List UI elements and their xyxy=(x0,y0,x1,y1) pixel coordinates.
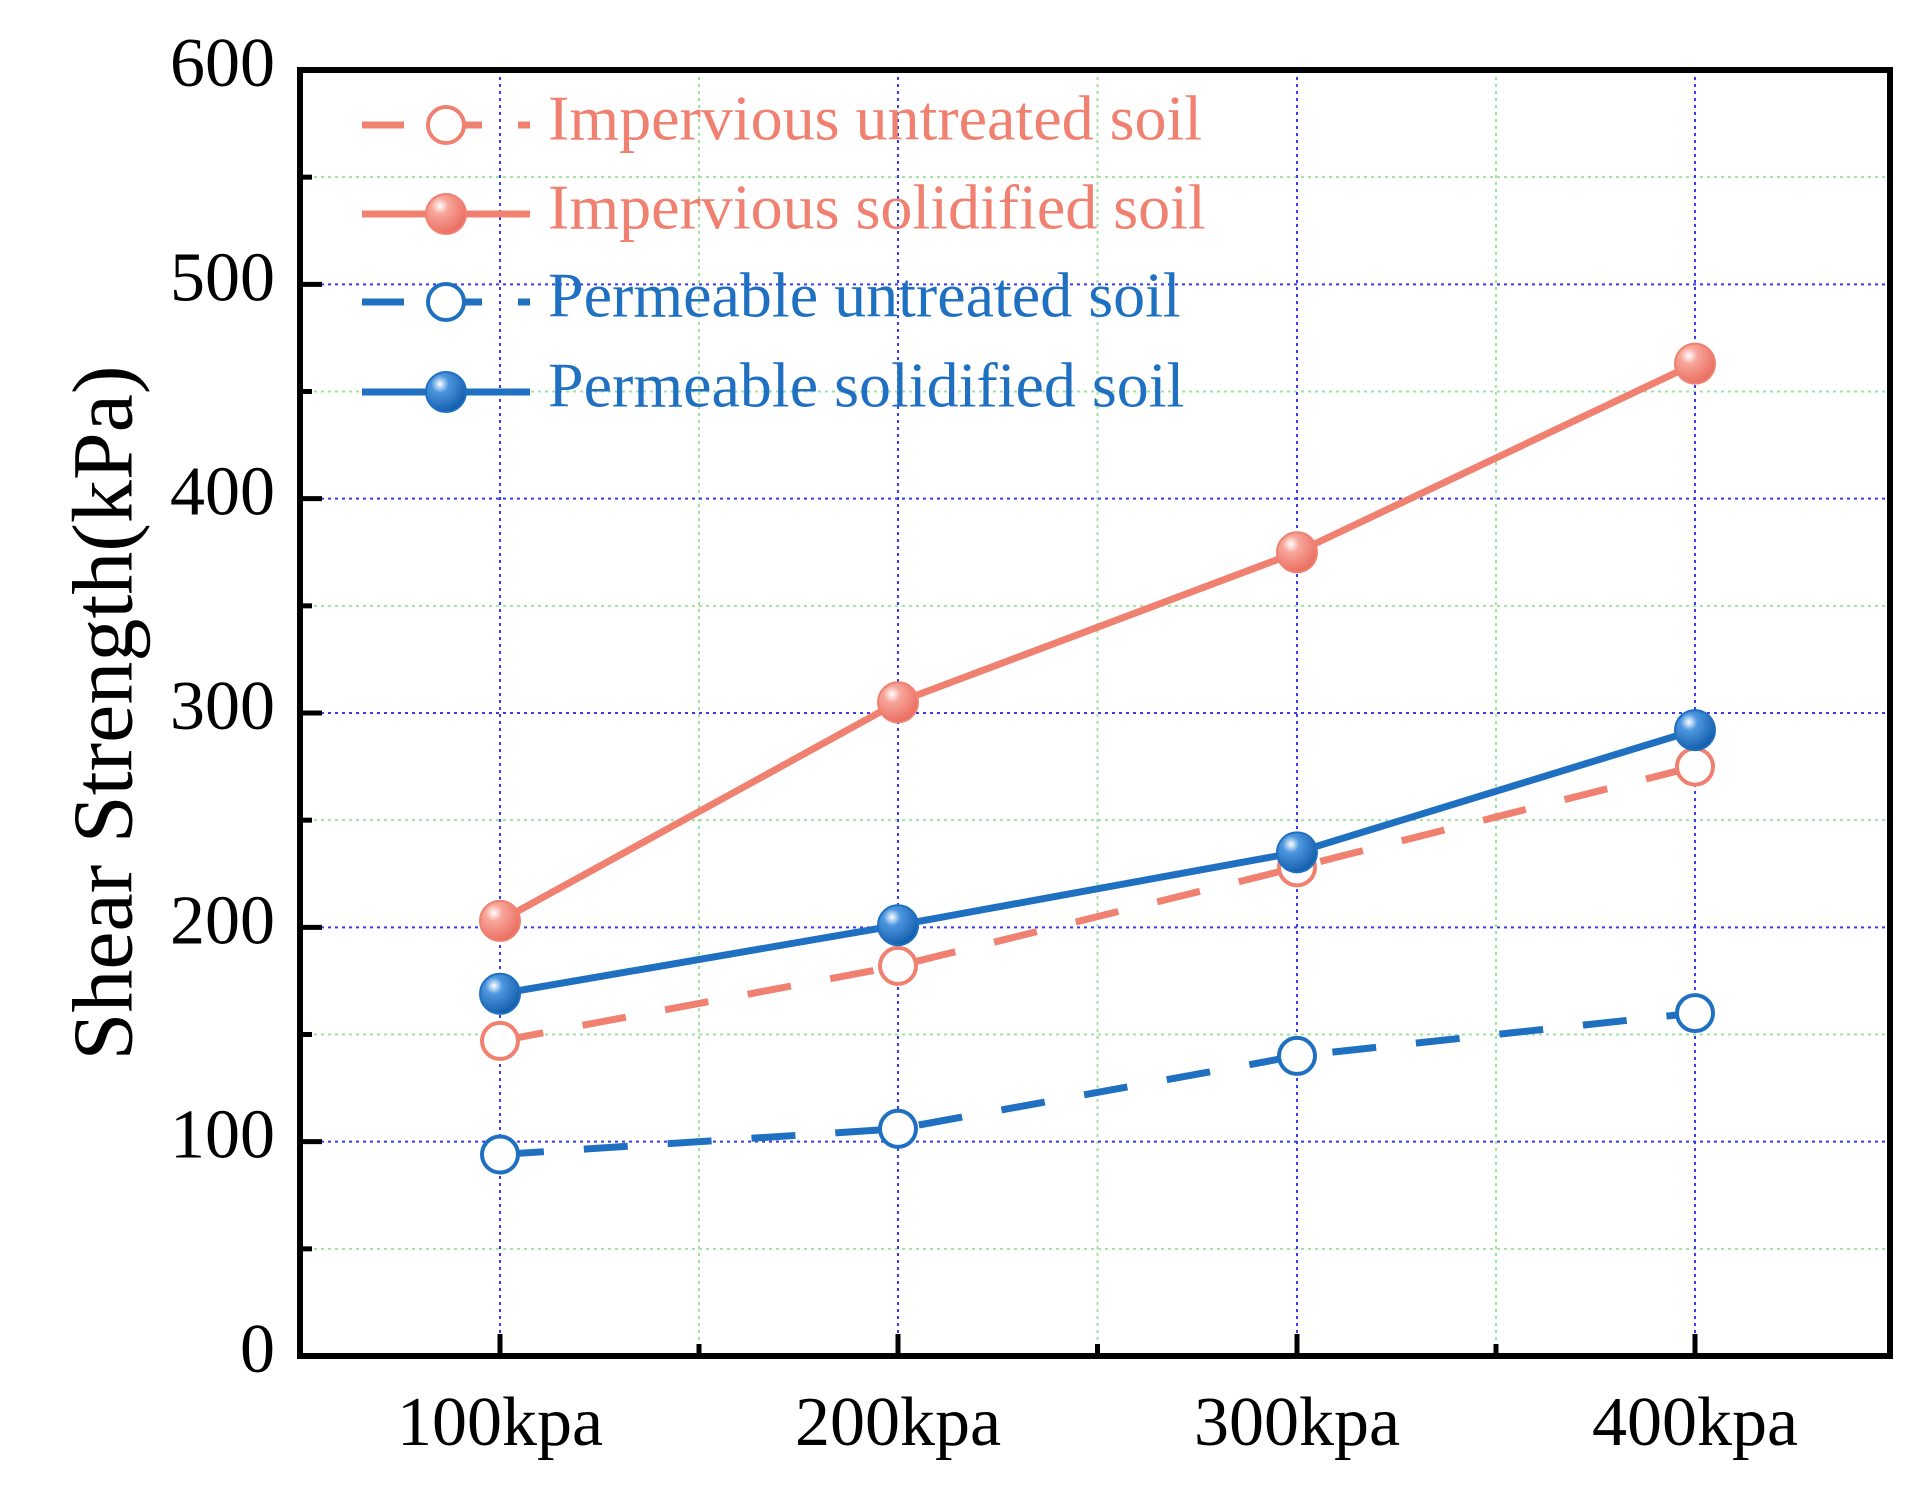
x-tick-label: 100kpa xyxy=(397,1384,603,1461)
data-point xyxy=(1675,993,1715,1034)
legend-marker-1 xyxy=(425,193,467,235)
data-point xyxy=(1674,709,1716,752)
data-point xyxy=(877,904,919,947)
data-point xyxy=(878,945,918,986)
legend-label-0: Impervious untreated soil xyxy=(548,83,1202,154)
x-tick-label: 300kpa xyxy=(1194,1384,1400,1461)
data-point xyxy=(480,1134,520,1175)
data-point xyxy=(480,1020,520,1061)
legend-marker-0 xyxy=(426,105,466,145)
y-tick-label: 200 xyxy=(170,882,275,959)
legend-label-1: Impervious solidified soil xyxy=(548,172,1206,243)
data-point xyxy=(479,899,521,942)
legend-marker-3 xyxy=(425,371,467,413)
y-tick-label: 300 xyxy=(170,668,275,745)
legend: Impervious untreated soil Impervious soli… xyxy=(362,83,1206,421)
series-line-2 xyxy=(499,1009,1696,1159)
y-tick-label: 600 xyxy=(170,25,275,102)
x-tick-labels: 100kpa 200kpa 300kpa 400kpa xyxy=(397,1384,1798,1461)
y-axis-title: Shear Strength(kPa) xyxy=(55,365,151,1060)
x-tick-label: 400kpa xyxy=(1592,1384,1798,1461)
y-tick-label: 100 xyxy=(170,1097,275,1174)
data-point xyxy=(877,681,919,724)
legend-label-2: Permeable untreated soil xyxy=(548,260,1181,331)
series-line-0 xyxy=(499,763,1696,1045)
data-point xyxy=(1276,831,1318,874)
series-markers xyxy=(479,342,1716,1175)
y-tick-label: 400 xyxy=(170,454,275,531)
legend-marker-2 xyxy=(426,282,466,322)
legend-label-3: Permeable solidified soil xyxy=(548,350,1184,421)
data-point xyxy=(479,972,521,1015)
x-tick-label: 200kpa xyxy=(795,1384,1001,1461)
series-line-1 xyxy=(498,360,1697,924)
y-tick-label: 0 xyxy=(240,1311,275,1388)
data-point xyxy=(1675,746,1715,787)
data-point xyxy=(1277,1035,1317,1076)
data-point xyxy=(878,1108,918,1149)
y-tick-labels: 0 100 200 300 400 500 600 xyxy=(170,25,275,1388)
data-point xyxy=(1276,531,1318,574)
series-lines xyxy=(498,360,1697,1159)
series-line-3 xyxy=(499,726,1697,998)
data-point xyxy=(1674,342,1716,385)
axis-ticks xyxy=(300,67,1698,1359)
y-tick-label: 500 xyxy=(170,239,275,316)
